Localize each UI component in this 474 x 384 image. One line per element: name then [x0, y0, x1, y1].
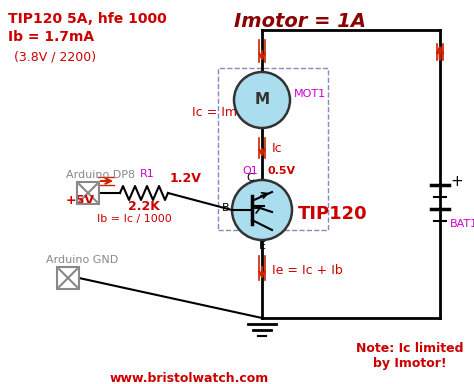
Text: Note: Ic limited
by Imotor!: Note: Ic limited by Imotor!: [356, 342, 464, 370]
Bar: [57, 267, 79, 289]
Text: Arduino GND: Arduino GND: [46, 255, 118, 265]
Text: M: M: [255, 93, 270, 108]
Text: 2.2K: 2.2K: [128, 200, 160, 214]
Text: C: C: [246, 173, 254, 183]
Text: TIP120: TIP120: [298, 205, 368, 223]
Text: Ic = Imotor: Ic = Imotor: [192, 106, 262, 119]
Text: Q1: Q1: [242, 166, 258, 176]
Text: (3.8V / 2200): (3.8V / 2200): [14, 50, 96, 63]
Text: R1: R1: [140, 169, 155, 179]
Text: +: +: [450, 174, 463, 189]
Circle shape: [232, 180, 292, 240]
Text: Ib = 1.7mA: Ib = 1.7mA: [8, 30, 94, 44]
Text: Arduino DP8: Arduino DP8: [66, 170, 135, 180]
Bar: [218, 68, 328, 230]
Text: Ie = Ic + Ib: Ie = Ic + Ib: [272, 263, 343, 276]
Text: Ic: Ic: [272, 141, 283, 154]
Text: MOT1: MOT1: [294, 89, 326, 99]
Text: Imotor = 1A: Imotor = 1A: [234, 12, 366, 31]
Text: B: B: [222, 203, 230, 213]
Bar: [77, 182, 99, 204]
Text: TIP120 5A, hfe 1000: TIP120 5A, hfe 1000: [8, 12, 167, 26]
Text: +5V: +5V: [66, 195, 95, 207]
Text: 1.2V: 1.2V: [170, 172, 202, 185]
Text: 0.5V: 0.5V: [268, 166, 296, 176]
Text: E: E: [258, 241, 265, 251]
Text: BAT1: BAT1: [450, 219, 474, 229]
Circle shape: [234, 72, 290, 128]
Text: Ib = Ic / 1000: Ib = Ic / 1000: [97, 214, 172, 224]
Text: www.bristolwatch.com: www.bristolwatch.com: [110, 372, 269, 384]
